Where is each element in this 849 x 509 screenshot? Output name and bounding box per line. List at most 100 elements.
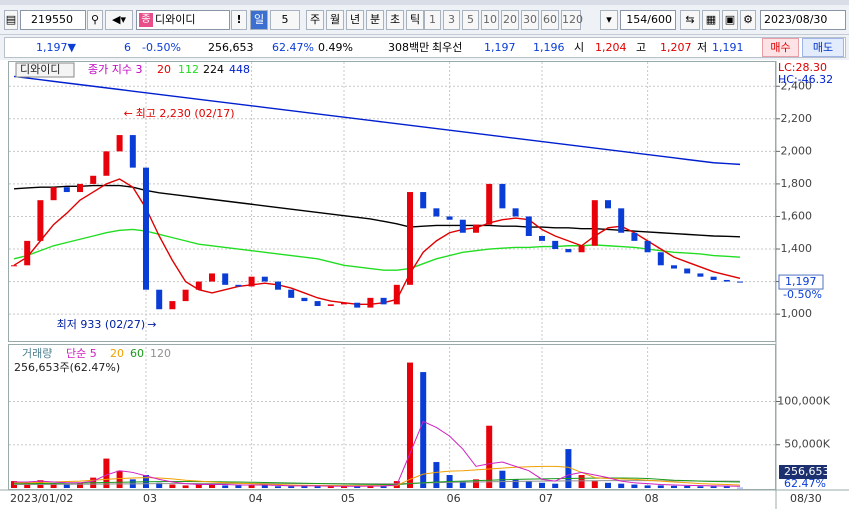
tool-icon[interactable]: ▦ [702,10,720,30]
interval-button[interactable]: 20 [501,10,519,30]
best-ask: 1,197 [484,41,516,54]
volume-bar [182,485,189,488]
candle [486,183,493,225]
candle [420,192,427,209]
interval-button[interactable]: 1 [424,10,441,30]
y-tick-label: 50,000K [784,438,830,451]
volume-bar [723,486,730,488]
volume-bar [565,449,572,488]
legend-name: 디와이디 [20,63,60,76]
search-button[interactable]: ⚲ [87,10,103,30]
candle [156,289,163,310]
volume-bar [380,486,387,488]
sound-button[interactable]: ◀▾ [105,10,133,30]
period-button[interactable]: 일 [250,10,268,30]
legend-entry: 448 [229,63,250,76]
period-button[interactable]: 년 [346,10,364,30]
volume-bar [512,479,519,488]
sell-button[interactable]: 매도 [802,38,844,57]
volume-ratio: 62.47% [272,41,314,54]
candle [222,273,229,285]
period-button[interactable]: 5 [270,10,300,30]
volume-bar [539,482,545,488]
turnover: 0.49% [318,41,353,54]
candle [684,268,691,274]
volume-bar [314,486,321,488]
y-tick-label: 2,400 [781,79,813,92]
volume-bar [169,484,176,488]
interval-button[interactable]: 30 [521,10,539,30]
period-button[interactable]: 분 [366,10,384,30]
menu-icon[interactable]: ▤ [4,10,18,30]
low-label: 저 [697,41,708,54]
x-end-label: 08/30 [790,492,822,505]
candle [103,151,110,176]
volume-bar [591,481,598,488]
candle [512,208,519,217]
interval-button[interactable]: 120 [561,10,583,30]
volume-bar [248,484,255,488]
settings-icon[interactable]: ⚙ [740,10,756,30]
ma-line [14,477,741,486]
change-pct: -0.50% [142,41,181,54]
interval-button[interactable]: 3 [443,10,460,30]
x-tick-label: 08 [645,492,659,505]
dropdown[interactable]: ▾ [600,10,618,30]
volume-bar [354,486,361,488]
quote-bar [4,37,846,58]
legend-entry: 120 [150,347,171,360]
candle [657,252,664,266]
candle [539,235,545,241]
last-price-box [778,274,824,290]
last-change: -0.50% [783,288,822,301]
candle [24,240,31,266]
period-button[interactable]: 틱 [406,10,424,30]
volume-bar [578,475,585,488]
tool-icon[interactable]: ⇆ [680,10,700,30]
candle [671,265,677,269]
volume-bar [77,482,83,488]
volume-bar [433,462,440,488]
candle [737,281,743,283]
buy-button[interactable]: 매수 [762,38,799,57]
open: 1,204 [595,41,627,54]
interval-button[interactable]: 60 [541,10,559,30]
high: 1,207 [660,41,692,54]
candle [354,302,361,308]
candle [525,216,532,236]
alert-button[interactable]: ! [231,10,247,30]
corner-label: LC:28.30 [778,61,827,74]
candle [565,249,572,253]
candle [129,135,136,168]
save-icon[interactable]: ▣ [722,10,738,30]
volume-bar [341,486,347,488]
x-tick-label: 03 [143,492,157,505]
candle [11,265,17,267]
volume-bar [420,372,427,488]
name-badge: 종 [139,13,153,27]
candle [710,276,717,280]
code-input[interactable]: 219550 [20,10,86,30]
price: 1,197▼ [36,41,76,54]
candle [63,187,70,193]
period-button[interactable]: 주 [306,10,324,30]
volume-bar [459,481,466,488]
period-button[interactable]: 월 [326,10,344,30]
interval-button[interactable]: 5 [462,10,479,30]
volume-bar [473,479,479,488]
candle [473,224,479,233]
stock-name: 디와이디 [155,13,196,26]
period-button[interactable]: 초 [386,10,404,30]
candle [261,276,268,282]
count-field: 154/600 [620,10,676,30]
candle [341,302,347,305]
candle [235,284,242,287]
low: 1,191 [712,41,744,54]
interval-button[interactable]: 10 [481,10,499,30]
volume-bar [671,485,677,488]
date-field[interactable]: 2023/08/30 [760,10,846,30]
last-volume-box [779,465,827,479]
volume-bar [301,485,308,488]
legend-entry: 단순 5 [66,347,97,360]
name-field[interactable]: 종 디와이디 [136,10,230,30]
